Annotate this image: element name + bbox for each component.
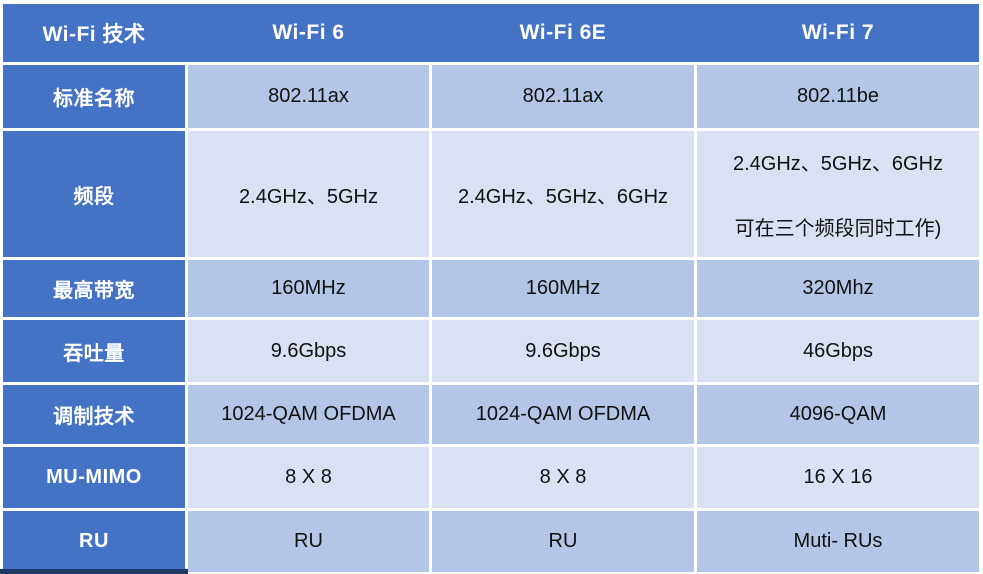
row-label-standard-name: 标准名称 — [3, 65, 185, 128]
cell-wifi6-ru: RU — [188, 511, 429, 572]
cell-wifi7-ru: Muti- RUs — [697, 511, 979, 572]
cell-wifi6e-standard: 802.11ax — [432, 65, 694, 128]
cell-wifi6e-ru: RU — [432, 511, 694, 572]
row-frequency-bands: 频段 2.4GHz、5GHz 2.4GHz、5GHz、6GHz 2.4GHz、5… — [3, 131, 979, 257]
cell-wifi6e-modulation: 1024-QAM OFDMA — [432, 385, 694, 444]
row-throughput: 吞吐量 9.6Gbps 9.6Gbps 46Gbps — [3, 320, 979, 382]
row-label-throughput: 吞吐量 — [3, 320, 185, 382]
table-header-row: Wi-Fi 技术 Wi-Fi 6 Wi-Fi 6E Wi-Fi 7 — [3, 4, 979, 62]
cell-wifi6-throughput: 9.6Gbps — [188, 320, 429, 382]
cell-wifi7-bands: 2.4GHz、5GHz、6GHz 可在三个频段同时工作) — [697, 131, 979, 257]
wifi7-bands-line2: 可在三个频段同时工作) — [734, 218, 942, 240]
cell-wifi6-mu-mimo: 8 X 8 — [188, 447, 429, 508]
row-max-bandwidth: 最高带宽 160MHz 160MHz 320Mhz — [3, 260, 979, 317]
row-ru: RU RU RU Muti- RUs — [3, 511, 979, 572]
header-col-wifi6e: Wi-Fi 6E — [519, 21, 607, 44]
header-corner-cell: Wi-Fi 技术 — [42, 23, 146, 46]
row-standard-name: 标准名称 802.11ax 802.11ax 802.11be — [3, 65, 979, 128]
cell-wifi6-standard: 802.11ax — [188, 65, 429, 128]
row-label-max-bandwidth: 最高带宽 — [3, 260, 185, 317]
cell-wifi7-throughput: 46Gbps — [697, 320, 979, 382]
wifi7-bands-line1: 2.4GHz、5GHz、6GHz — [732, 153, 944, 175]
cell-wifi7-standard: 802.11be — [697, 65, 979, 128]
cell-wifi6e-throughput: 9.6Gbps — [432, 320, 694, 382]
row-mu-mimo: MU-MIMO 8 X 8 8 X 8 16 X 16 — [3, 447, 979, 508]
cell-wifi7-bandwidth: 320Mhz — [697, 260, 979, 317]
row-label-ru: RU — [3, 511, 185, 572]
cell-wifi7-mu-mimo: 16 X 16 — [697, 447, 979, 508]
bottom-accent-border — [0, 569, 188, 574]
header-col-wifi6: Wi-Fi 6 — [272, 21, 345, 44]
row-label-frequency-bands: 频段 — [3, 131, 185, 257]
cell-wifi7-modulation: 4096-QAM — [697, 385, 979, 444]
row-modulation: 调制技术 1024-QAM OFDMA 1024-QAM OFDMA 4096-… — [3, 385, 979, 444]
row-label-mu-mimo: MU-MIMO — [3, 447, 185, 508]
cell-wifi6-bandwidth: 160MHz — [188, 260, 429, 317]
cell-wifi6-bands: 2.4GHz、5GHz — [188, 131, 429, 257]
cell-wifi6-modulation: 1024-QAM OFDMA — [188, 385, 429, 444]
cell-wifi6e-bands: 2.4GHz、5GHz、6GHz — [432, 131, 694, 257]
row-label-modulation: 调制技术 — [3, 385, 185, 444]
header-col-wifi7: Wi-Fi 7 — [801, 21, 875, 44]
cell-wifi6e-bandwidth: 160MHz — [432, 260, 694, 317]
cell-wifi6e-mu-mimo: 8 X 8 — [432, 447, 694, 508]
